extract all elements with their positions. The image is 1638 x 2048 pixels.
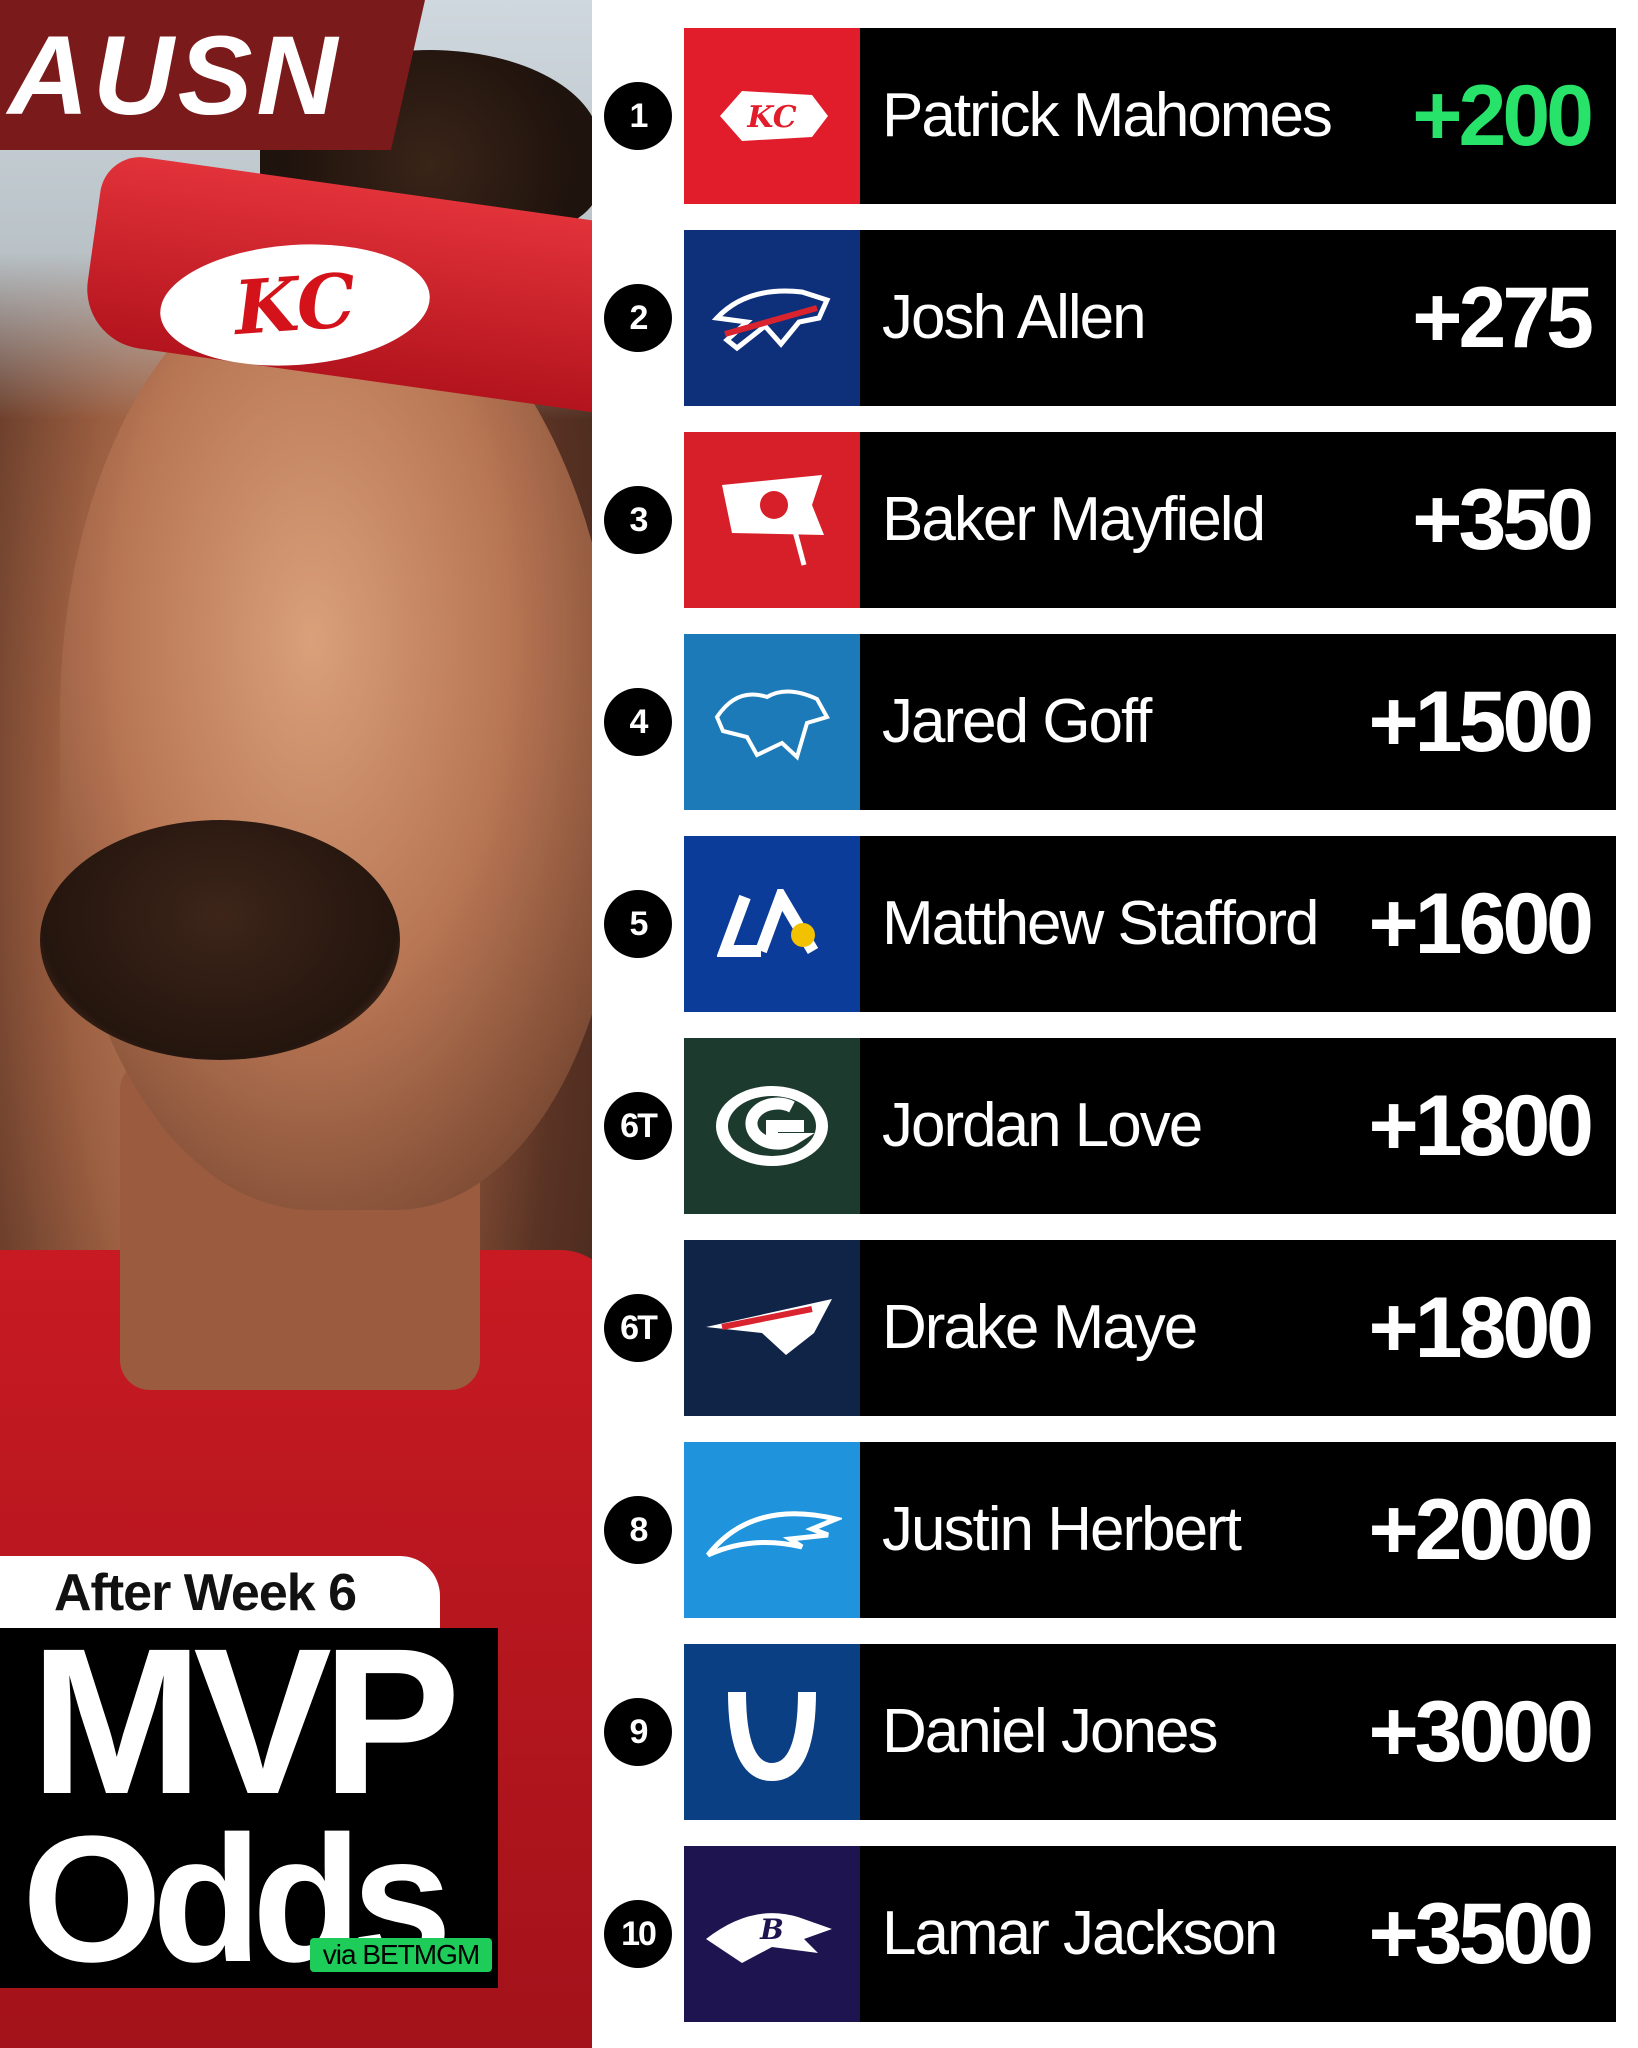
rank-badge: 8 [604, 1496, 672, 1564]
rank-badge: 4 [604, 688, 672, 756]
ravens-logo-icon: B [684, 1846, 860, 2022]
odds-value: +2000 [1368, 1482, 1594, 1578]
ranking-row: 10 B Lamar Jackson +3500 [604, 1846, 1616, 2022]
ranking-row: 9 Daniel Jones +3000 [604, 1644, 1616, 1820]
row-bar [860, 1442, 1616, 1618]
row-bar [860, 28, 1616, 204]
odds-value: +350 [1412, 472, 1594, 568]
patriots-logo-icon [684, 1240, 860, 1416]
row-bar [860, 634, 1616, 810]
rank-badge: 5 [604, 890, 672, 958]
ranking-row: 6T Drake Maye +1800 [604, 1240, 1616, 1416]
chargers-logo-icon [684, 1442, 860, 1618]
brand-logo: AUSN [0, 0, 425, 150]
lions-logo-icon [684, 634, 860, 810]
player-name: Josh Allen [882, 283, 1147, 352]
odds-value: +3500 [1368, 1886, 1594, 1982]
title-box [0, 1628, 498, 1988]
week-label: After Week 6 [0, 1556, 440, 1630]
player-name: Baker Mayfield [882, 485, 1266, 554]
odds-value: +200 [1412, 68, 1594, 164]
ranking-row: 3 Baker Mayfield +350 [604, 432, 1616, 608]
rank-badge: 6T [604, 1294, 672, 1362]
player-name: Patrick Mahomes [882, 81, 1333, 150]
row-bar [860, 432, 1616, 608]
ranking-row: 2 Josh Allen +275 [604, 230, 1616, 406]
player-photo: KC [0, 0, 620, 2048]
player-name: Jordan Love [882, 1091, 1203, 1160]
player-name: Drake Maye [882, 1293, 1198, 1362]
odds-value: +275 [1412, 270, 1594, 366]
row-bar [860, 1846, 1616, 2022]
ranking-row: 8 Justin Herbert +2000 [604, 1442, 1616, 1618]
player-name: Lamar Jackson [882, 1899, 1278, 1968]
svg-text:KC: KC [746, 100, 796, 135]
player-name: Jared Goff [882, 687, 1152, 756]
row-bar [860, 1038, 1616, 1214]
ranking-row: 4 Jared Goff +1500 [604, 634, 1616, 810]
chiefs-logo-icon: KC [684, 28, 860, 204]
source-badge: via BETMGM [310, 1938, 492, 1972]
ranking-row: 6T Jordan Love +1800 [604, 1038, 1616, 1214]
player-name: Justin Herbert [882, 1495, 1242, 1564]
bills-logo-icon [684, 230, 860, 406]
odds-value: +3000 [1368, 1684, 1594, 1780]
odds-value: +1800 [1368, 1078, 1594, 1174]
odds-value: +1500 [1368, 674, 1594, 770]
row-bar [860, 230, 1616, 406]
odds-value: +1800 [1368, 1280, 1594, 1376]
buccaneers-logo-icon [684, 432, 860, 608]
rank-badge: 2 [604, 284, 672, 352]
svg-text:B: B [759, 1913, 784, 1946]
row-bar [860, 1240, 1616, 1416]
odds-value: +1600 [1368, 876, 1594, 972]
ranking-row: 1 KC Patrick Mahomes +200 [604, 28, 1616, 204]
row-bar [860, 1644, 1616, 1820]
colts-logo-icon [684, 1644, 860, 1820]
beard [40, 820, 400, 1060]
player-name: Daniel Jones [882, 1697, 1218, 1766]
ranking-row: 5 Matthew Stafford +1600 [604, 836, 1616, 1012]
title-mvp: MVP [30, 1606, 461, 1838]
row-bar [860, 836, 1616, 1012]
brand-text: AUSN [8, 12, 342, 138]
rank-badge: 1 [604, 82, 672, 150]
rank-badge: 3 [604, 486, 672, 554]
packers-logo-icon [684, 1038, 860, 1214]
rank-badge: 9 [604, 1698, 672, 1766]
rams-logo-icon [684, 836, 860, 1012]
player-name: Matthew Stafford [882, 889, 1320, 958]
rank-badge: 10 [604, 1900, 672, 1968]
rank-badge: 6T [604, 1092, 672, 1160]
